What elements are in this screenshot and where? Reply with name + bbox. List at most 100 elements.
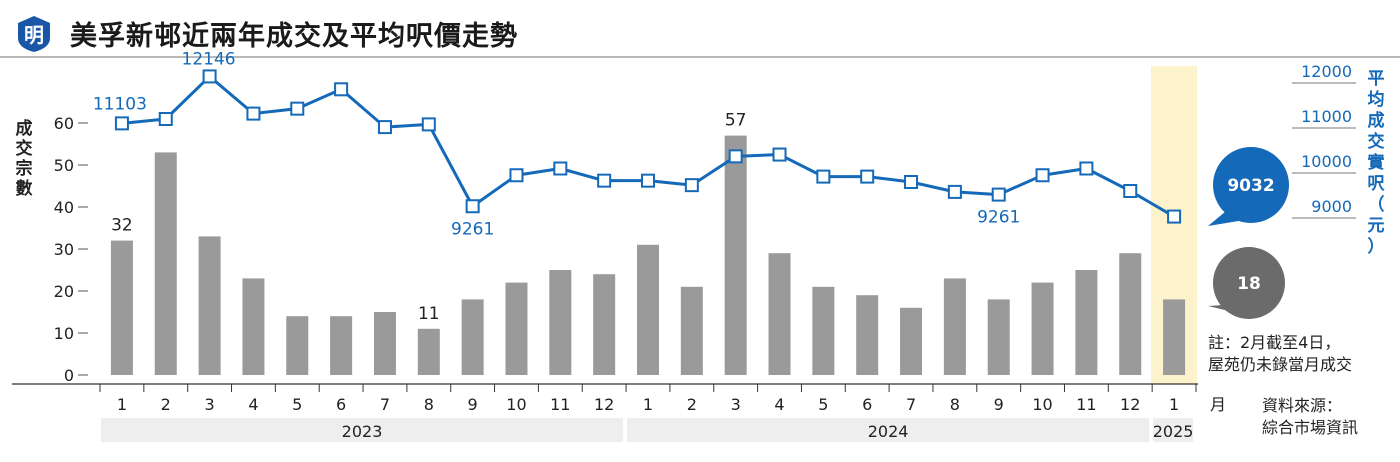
- avg-price-point: [641, 173, 655, 188]
- logo-glyph: 明: [24, 23, 44, 47]
- right-axis-title-char: （: [1368, 194, 1385, 215]
- line-data-label: 9261: [451, 219, 494, 239]
- right-axis-title-char: 呎: [1368, 174, 1386, 194]
- avg-price-point: [1079, 161, 1094, 176]
- right-axis-title-char: 均: [1368, 89, 1385, 110]
- transaction-bar: [637, 244, 659, 375]
- month-tick-label: 4: [774, 395, 784, 414]
- transaction-bar: [900, 307, 923, 375]
- right-axis-tick-label: 11000: [1301, 107, 1352, 126]
- transaction-bar: [724, 135, 747, 375]
- line-data-label: 11103: [93, 94, 147, 114]
- transaction-bar: [154, 152, 177, 375]
- left-axis-tick-label: 30: [54, 240, 74, 259]
- bar-data-label: 11: [418, 304, 440, 324]
- right-axis-title-char: 成: [1368, 110, 1385, 131]
- month-tick-label: 8: [950, 395, 960, 414]
- avg-price-point: [1035, 168, 1050, 183]
- avg-price-point: [114, 116, 129, 131]
- transactions-callout-text: 18: [1237, 274, 1261, 294]
- transaction-bar: [1163, 299, 1186, 375]
- avg-price-point: [947, 184, 962, 199]
- right-axis-title-char: ）: [1368, 236, 1385, 257]
- left-axis-title-char: 數: [16, 178, 33, 199]
- price-callout: [1213, 147, 1289, 223]
- newspaper-logo: 明: [18, 16, 50, 52]
- left-axis-title-char: 交: [16, 138, 33, 159]
- avg-price-point: [772, 147, 787, 162]
- source-label: 資料來源：: [1262, 396, 1343, 415]
- footnote: 註：2月截至4日， 屋苑仍未錄當月成交: [1208, 332, 1352, 376]
- transaction-bar: [593, 274, 616, 375]
- transaction-bar: [680, 286, 703, 375]
- right-axis-tick-label: 10000: [1301, 152, 1352, 171]
- bar-data-label: 32: [111, 216, 133, 236]
- avg-price-point: [860, 169, 875, 184]
- avg-price-point: [421, 117, 436, 132]
- right-axis-title-char: 元: [1368, 216, 1385, 236]
- transaction-bar: [373, 312, 396, 375]
- left-axis-tick-label: 60: [54, 114, 74, 133]
- month-unit-label: 月: [1210, 395, 1226, 414]
- year-band: [101, 418, 624, 442]
- month-tick-label: 9: [468, 395, 478, 414]
- transaction-bar: [461, 299, 484, 375]
- transaction-bar: [549, 270, 572, 375]
- month-tick-label: 2: [161, 395, 171, 414]
- title-divider: [0, 56, 1400, 58]
- avg-price-point: [246, 106, 261, 121]
- avg-price-point: [1167, 209, 1182, 224]
- chart-title: 美孚新邨近兩年成交及平均呎價走勢: [70, 21, 518, 52]
- left-axis-tick-label: 40: [54, 198, 74, 217]
- transaction-bar: [505, 282, 528, 375]
- transaction-bar: [1031, 282, 1054, 375]
- avg-price-point: [684, 178, 699, 193]
- left-axis-tick-label: 10: [54, 324, 74, 343]
- transaction-bar: [242, 278, 265, 375]
- month-tick-label: 1: [1169, 395, 1179, 414]
- right-axis-title-char: 交: [1368, 131, 1385, 152]
- year-band: [627, 418, 1150, 442]
- month-tick-label: 6: [862, 395, 872, 414]
- month-tick-label: 10: [1032, 395, 1052, 414]
- right-axis-tick-label: 9000: [1311, 197, 1352, 216]
- transaction-bar: [417, 328, 440, 375]
- transaction-bar: [987, 299, 1010, 375]
- avg-price-point: [158, 112, 173, 126]
- month-tick-label: 3: [731, 395, 741, 414]
- avg-price-point: [904, 175, 919, 189]
- transaction-bar: [812, 286, 835, 375]
- month-tick-label: 9: [994, 395, 1004, 414]
- month-tick-label: 6: [336, 395, 346, 414]
- left-axis-tick-label: 20: [54, 282, 74, 301]
- avg-price-line: [121, 74, 1175, 218]
- transaction-bar: [1075, 270, 1098, 375]
- transaction-bar: [943, 278, 966, 375]
- month-tick-label: 2: [687, 395, 697, 414]
- month-tick-label: 7: [906, 395, 916, 414]
- left-axis-tick-label: 0: [64, 366, 74, 385]
- month-tick-label: 10: [506, 395, 526, 414]
- transaction-bar: [856, 295, 879, 375]
- month-tick-label: 12: [1120, 395, 1140, 414]
- avg-price-point: [728, 149, 743, 164]
- month-tick-label: 1: [643, 395, 653, 414]
- footnote-line-2: 屋苑仍未錄當月成交: [1208, 355, 1353, 374]
- avg-price-point: [202, 69, 217, 84]
- month-tick-label: 8: [424, 395, 434, 414]
- month-tick-label: 1: [117, 395, 127, 414]
- left-axis-title-char: 成: [16, 118, 33, 139]
- transaction-bar: [768, 253, 791, 375]
- transaction-bar: [110, 240, 133, 375]
- left-axis-tick-label: 50: [54, 156, 74, 175]
- transaction-bar: [330, 316, 353, 375]
- price-callout-tail: [1208, 207, 1250, 226]
- line-data-label: 12146: [182, 49, 236, 69]
- month-tick-label: 7: [380, 395, 390, 414]
- data-source: 資料來源： 綜合市場資訊: [1262, 395, 1358, 439]
- avg-price-point: [991, 187, 1006, 202]
- price-callout-text: 9032: [1227, 176, 1274, 196]
- transactions-callout: [1213, 247, 1285, 319]
- transaction-bar: [198, 236, 221, 375]
